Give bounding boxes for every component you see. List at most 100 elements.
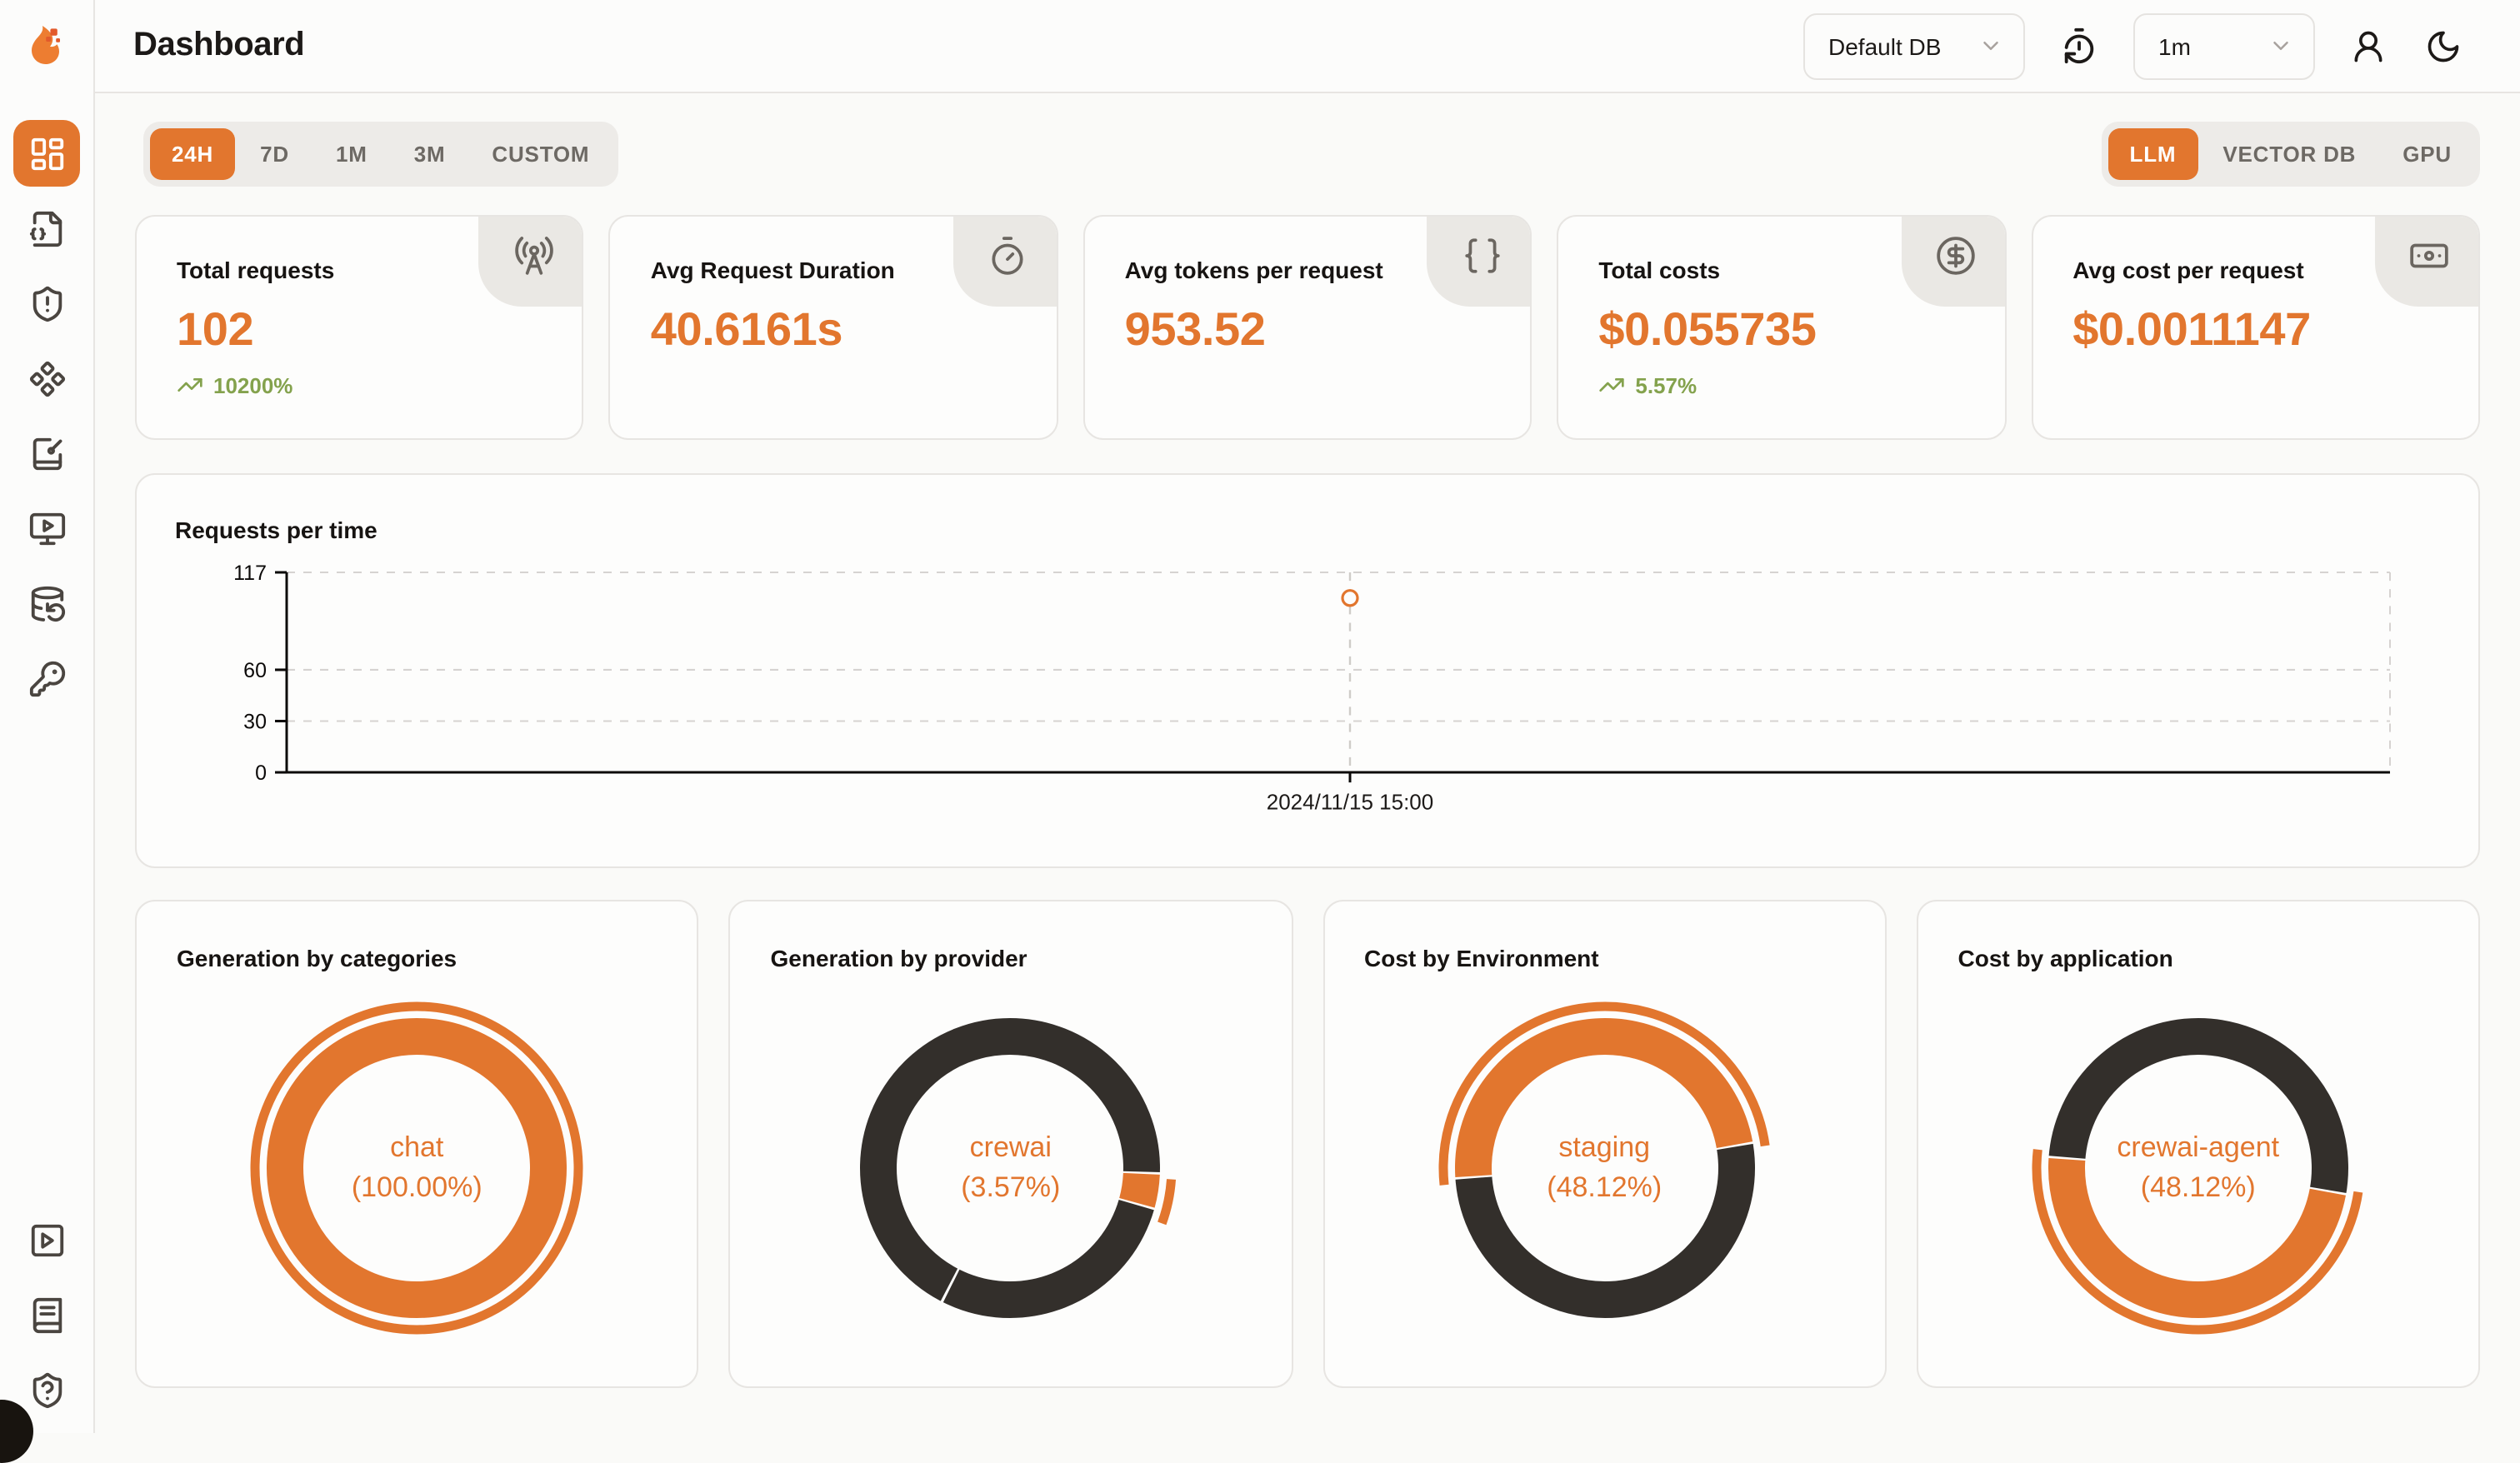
tab-7d[interactable]: 7D [238, 128, 311, 180]
donut-wrap: chat (100.00%) [233, 985, 600, 1351]
sidebar-item-support[interactable] [18, 1361, 75, 1418]
interval-select-value: 1m [2158, 32, 2191, 59]
stat-trend: 10200% [177, 372, 582, 398]
main-content: 24H 7D 1M 3M CUSTOM LLM VECTOR DB GPU To… [97, 93, 2520, 1433]
sidebar-item-sessions[interactable] [13, 495, 80, 562]
timer-icon [952, 217, 1057, 307]
sidebar-footer-nav [18, 1211, 75, 1433]
svg-text:0: 0 [255, 761, 267, 785]
stat-value: 102 [177, 303, 254, 355]
stat-card-avg-duration: Avg Request Duration 40.6161s [608, 215, 1058, 440]
trending-up-icon [1598, 372, 1625, 398]
book-text-icon [28, 1296, 66, 1334]
flame-logo [20, 18, 73, 72]
donut-title: Cost by Environment [1364, 945, 1599, 971]
tab-1m[interactable]: 1M [314, 128, 389, 180]
sidebar-item-playground[interactable] [13, 345, 80, 412]
database-backup-icon [28, 584, 66, 622]
sidebar-item-annotations[interactable] [13, 420, 80, 487]
chevron-down-icon [2268, 33, 2293, 58]
braces-icon [1427, 217, 1531, 307]
page-title: Dashboard [133, 27, 305, 63]
moon-icon [2425, 27, 2462, 64]
stat-value: $0.0011147 [2072, 303, 2311, 355]
notebook-pen-icon [28, 434, 66, 472]
tab-vector-db[interactable]: VECTOR DB [2201, 128, 2378, 180]
header-actions: Default DB 1m [1803, 12, 2520, 79]
sidebar-item-tutorials[interactable] [18, 1211, 75, 1268]
monitor-play-icon [28, 509, 66, 547]
svg-text:2024/11/15 15:00: 2024/11/15 15:00 [1267, 789, 1433, 814]
shield-alert-icon [28, 284, 66, 322]
time-range-tabs: 24H 7D 1M 3M CUSTOM [143, 122, 618, 187]
stat-label: Avg cost per request [2072, 257, 2304, 283]
sidebar [0, 0, 95, 1433]
header: Dashboard Default DB 1m [0, 0, 2520, 93]
sidebar-item-traces[interactable] [13, 195, 80, 262]
donut-wrap: crewai (3.57%) [828, 985, 1194, 1351]
banknote-icon [2374, 217, 2478, 307]
user-icon [2350, 27, 2387, 64]
shield-question-icon [28, 1371, 66, 1409]
donut-chart[interactable] [828, 985, 1194, 1351]
donut-wrap: staging (48.12%) [1421, 985, 1788, 1351]
requests-per-time-card: Requests per time 0 30 60 117 2024/11/15 15:… [135, 473, 2480, 868]
tab-3m[interactable]: 3M [392, 128, 468, 180]
donut-title: Generation by categories [177, 945, 458, 971]
stat-label: Avg tokens per request [1124, 257, 1383, 283]
database-select[interactable]: Default DB [1803, 12, 2025, 79]
donut-chart[interactable] [1421, 985, 1788, 1351]
filter-row: 24H 7D 1M 3M CUSTOM LLM VECTOR DB GPU [135, 122, 2480, 187]
sidebar-nav [13, 120, 80, 712]
tab-llm[interactable]: LLM [2108, 128, 2198, 180]
stat-card-avg-tokens: Avg tokens per request 953.52 [1082, 215, 1532, 440]
timer-reset-icon [2060, 27, 2098, 65]
donut-card-generation-by-categories: Generation by categories chat (100.00%) [135, 900, 699, 1388]
layout-dashboard-icon [28, 134, 66, 172]
donut-chart[interactable] [233, 985, 600, 1351]
donut-card-generation-by-provider: Generation by provider crewai (3.57%) [728, 900, 1292, 1388]
stat-card-avg-cost: Avg cost per request $0.0011147 [2031, 215, 2480, 440]
svg-text:60: 60 [243, 659, 267, 682]
radio-tower-icon [478, 217, 582, 307]
sidebar-item-evaluations[interactable] [13, 270, 80, 337]
stat-value: $0.055735 [1598, 303, 1817, 355]
component-icon [28, 359, 66, 397]
chart-title: Requests per time [175, 517, 378, 543]
theme-toggle-button[interactable] [2422, 24, 2465, 67]
donut-chart[interactable] [2015, 985, 2382, 1351]
chevron-down-icon [1978, 33, 2003, 58]
donut-wrap: crewai-agent (48.12%) [2015, 985, 2382, 1351]
tab-gpu[interactable]: GPU [2381, 128, 2473, 180]
circle-dollar-sign-icon [1901, 217, 2005, 307]
timer-reset-button[interactable] [2057, 23, 2102, 68]
sidebar-item-datasets[interactable] [13, 570, 80, 637]
donut-card-cost-by-application: Cost by application crewai-agent (48.12%… [1916, 900, 2480, 1388]
mode-tabs: LLM VECTOR DB GPU [2101, 122, 2480, 187]
stat-label: Avg Request Duration [650, 257, 895, 283]
donut-title: Generation by provider [770, 945, 1028, 971]
database-select-value: Default DB [1828, 32, 1942, 59]
svg-text:117: 117 [233, 562, 267, 585]
stat-trend: 5.57% [1598, 372, 2004, 398]
sidebar-item-api-keys[interactable] [13, 645, 80, 712]
sidebar-item-docs[interactable] [18, 1286, 75, 1343]
user-menu-button[interactable] [2347, 24, 2390, 67]
donut-card-cost-by-environment: Cost by Environment staging (48.12%) [1322, 900, 1887, 1388]
stat-value: 40.6161s [650, 303, 843, 355]
stats-row: Total requests 102 10200% Avg Request Du… [135, 215, 2480, 440]
tab-custom[interactable]: CUSTOM [470, 128, 611, 180]
trending-up-icon [177, 372, 203, 398]
svg-text:30: 30 [243, 710, 267, 733]
donut-row: Generation by categories chat (100.00%) … [135, 900, 2480, 1388]
key-icon [28, 659, 66, 697]
donut-title: Cost by application [1958, 945, 2173, 971]
file-code-icon [28, 209, 66, 247]
stat-value: 953.52 [1124, 303, 1266, 355]
stat-card-total-costs: Total costs $0.055735 5.57% [1557, 215, 2007, 440]
requests-line-chart[interactable]: 0 30 60 117 2024/11/15 15:00 [137, 475, 2478, 866]
tab-24h[interactable]: 24H [150, 128, 236, 180]
sidebar-item-dashboard[interactable] [13, 120, 80, 187]
interval-select[interactable]: 1m [2133, 12, 2315, 79]
